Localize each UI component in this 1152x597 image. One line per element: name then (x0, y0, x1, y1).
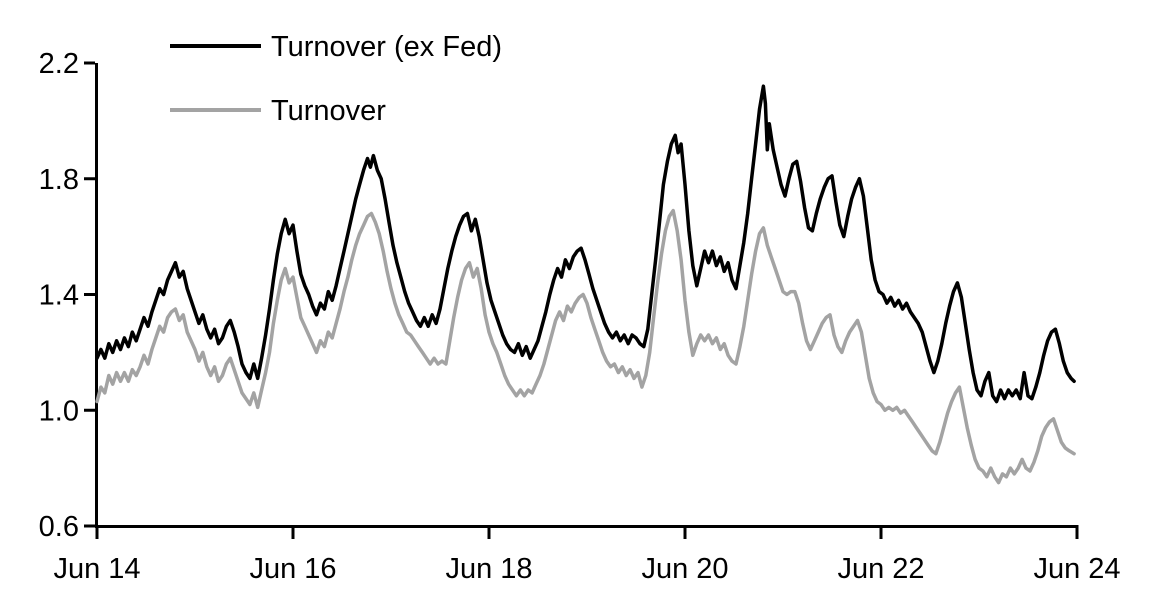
legend: Turnover (ex Fed) Turnover (170, 31, 502, 127)
x-axis-tick-label: Jun 18 (445, 553, 532, 585)
series-line-turnover (95, 208, 1076, 485)
y-axis-tick-label: 1.0 (39, 395, 79, 427)
x-axis-tick-label: Jun 20 (641, 553, 728, 585)
legend-label: Turnover (ex Fed) (271, 31, 502, 63)
x-axis-tick-label: Jun 14 (53, 553, 140, 585)
y-axis-tick-label: 1.8 (39, 164, 79, 196)
series-line-turnover-ex-fed (95, 84, 1076, 404)
x-axis-tick-label: Jun 22 (837, 553, 924, 585)
x-axis-tick-label: Jun 16 (249, 553, 336, 585)
series-lines (95, 84, 1076, 485)
legend-label: Turnover (271, 95, 386, 127)
x-axis-tick-label: Jun 24 (1033, 553, 1120, 585)
y-axis-tick-label: 0.6 (39, 511, 79, 543)
y-axis-tick-label: 1.4 (39, 280, 79, 312)
y-axis-tick-label: 2.2 (39, 48, 79, 80)
axes: 0.6 1.0 1.4 1.8 2.2 Jun 14 Jun 16 Jun 18 Jun 20 J… (39, 48, 1121, 585)
